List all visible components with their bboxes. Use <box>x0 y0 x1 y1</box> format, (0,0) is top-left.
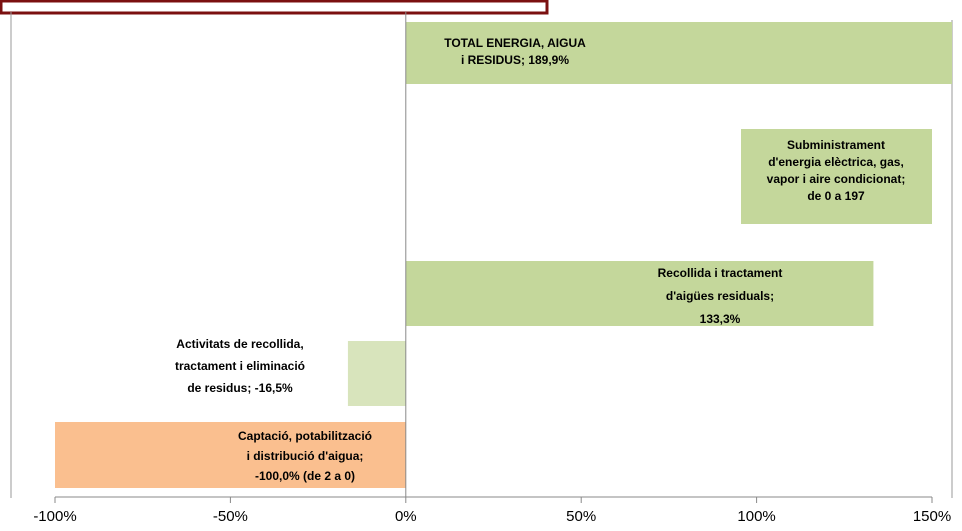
bar <box>405 22 952 84</box>
data-label: Recollida i tractament <box>658 266 783 280</box>
data-label: i RESIDUS; 189,9% <box>461 53 569 67</box>
x-tick-label: 50% <box>566 508 596 525</box>
data-label: Captació, potabilització <box>238 429 372 443</box>
bar <box>55 422 406 488</box>
data-label: Activitats de recollida, <box>176 337 303 351</box>
data-label: vapor i aire condicionat; <box>767 172 906 186</box>
data-label: 133,3% <box>700 312 741 326</box>
data-label: d'energia elèctrica, gas, <box>768 155 904 169</box>
data-label: d'aigües residuals; <box>666 289 774 303</box>
bar <box>347 341 406 406</box>
bars <box>55 22 952 488</box>
label-box <box>741 129 932 224</box>
data-label: de residus; -16,5% <box>187 381 293 395</box>
x-tick-label: -50% <box>213 508 248 525</box>
data-label: Subministrament <box>787 138 885 152</box>
title-box <box>0 0 549 15</box>
x-tick-label: 100% <box>737 508 775 525</box>
data-label: TOTAL ENERGIA, AIGUA <box>444 36 586 50</box>
x-tick-label: -100% <box>33 508 76 525</box>
bar <box>405 261 874 326</box>
data-label: tractament i eliminació <box>175 359 305 373</box>
data-label: -100,0% (de 2 a 0) <box>255 469 355 483</box>
data-label: i distribució d'aigua; <box>247 449 364 463</box>
x-tick-label: 150% <box>913 508 951 525</box>
data-label: de 0 a 197 <box>807 189 865 203</box>
x-tick-label: 0% <box>395 508 417 525</box>
